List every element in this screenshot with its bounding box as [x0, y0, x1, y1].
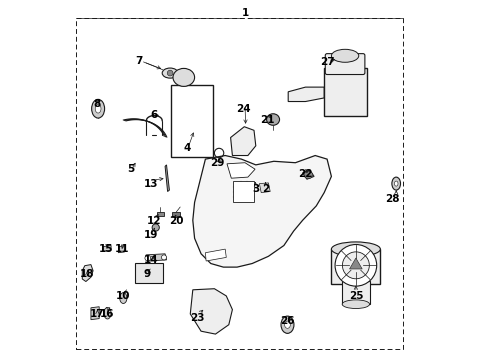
- Bar: [342, 281, 369, 304]
- Polygon shape: [259, 183, 270, 193]
- Text: 13: 13: [144, 179, 159, 189]
- Text: 9: 9: [144, 269, 150, 279]
- Ellipse shape: [95, 104, 101, 113]
- Polygon shape: [349, 258, 362, 269]
- Text: 28: 28: [385, 194, 399, 204]
- Text: 14: 14: [144, 255, 159, 265]
- Ellipse shape: [304, 171, 313, 179]
- Bar: [331, 249, 380, 284]
- Text: 8: 8: [94, 99, 101, 109]
- Text: 29: 29: [210, 158, 224, 168]
- Ellipse shape: [152, 224, 159, 231]
- Ellipse shape: [92, 99, 104, 118]
- Ellipse shape: [285, 321, 291, 328]
- Polygon shape: [118, 246, 125, 253]
- Text: 11: 11: [115, 244, 129, 254]
- Text: 2: 2: [262, 184, 270, 194]
- Ellipse shape: [342, 300, 369, 309]
- Text: 25: 25: [348, 291, 363, 301]
- Text: 18: 18: [79, 269, 94, 279]
- Text: 16: 16: [100, 309, 115, 319]
- Ellipse shape: [162, 68, 178, 78]
- Text: 17: 17: [89, 309, 104, 319]
- Ellipse shape: [162, 255, 167, 260]
- Ellipse shape: [145, 255, 151, 261]
- Polygon shape: [146, 254, 167, 261]
- Text: 4: 4: [184, 143, 191, 153]
- Ellipse shape: [394, 181, 398, 186]
- Text: 27: 27: [320, 57, 334, 67]
- Polygon shape: [227, 163, 255, 178]
- Polygon shape: [303, 170, 314, 179]
- Ellipse shape: [392, 177, 400, 190]
- Polygon shape: [190, 289, 232, 334]
- Text: 24: 24: [236, 104, 250, 114]
- Text: 10: 10: [116, 291, 130, 301]
- Text: 7: 7: [135, 56, 143, 66]
- Ellipse shape: [335, 244, 377, 286]
- Bar: [171, 85, 213, 157]
- Text: 3: 3: [252, 184, 259, 194]
- Text: 12: 12: [147, 216, 162, 226]
- Ellipse shape: [104, 307, 111, 319]
- Polygon shape: [231, 127, 256, 156]
- Ellipse shape: [173, 68, 195, 86]
- Polygon shape: [91, 307, 99, 320]
- Text: 22: 22: [298, 168, 313, 179]
- Text: 21: 21: [260, 114, 274, 125]
- Bar: [172, 212, 180, 217]
- Ellipse shape: [331, 242, 380, 256]
- FancyBboxPatch shape: [325, 54, 365, 75]
- Text: 20: 20: [169, 216, 183, 226]
- Bar: [157, 212, 164, 216]
- Bar: [233, 181, 254, 202]
- Bar: [135, 263, 163, 283]
- Polygon shape: [205, 249, 226, 261]
- Text: 23: 23: [190, 312, 205, 323]
- Text: 1: 1: [242, 8, 248, 18]
- Text: 6: 6: [150, 110, 158, 120]
- Bar: [324, 68, 367, 116]
- Polygon shape: [193, 156, 331, 267]
- Ellipse shape: [167, 70, 173, 76]
- Ellipse shape: [267, 114, 280, 125]
- Ellipse shape: [343, 252, 369, 279]
- Ellipse shape: [331, 49, 359, 62]
- Polygon shape: [165, 165, 170, 192]
- Ellipse shape: [120, 293, 127, 303]
- Polygon shape: [82, 265, 93, 282]
- Polygon shape: [288, 87, 324, 102]
- Text: 19: 19: [144, 230, 159, 240]
- Text: 26: 26: [280, 316, 294, 326]
- Text: 5: 5: [127, 164, 134, 174]
- Text: 15: 15: [99, 244, 114, 254]
- Ellipse shape: [281, 316, 294, 333]
- Polygon shape: [103, 246, 111, 251]
